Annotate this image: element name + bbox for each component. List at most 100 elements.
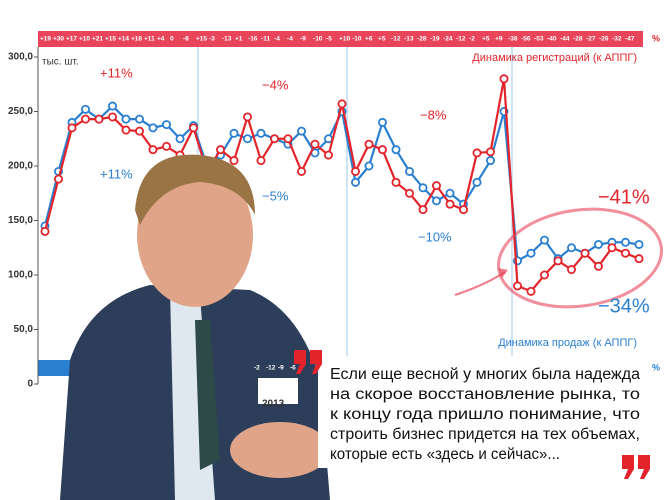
strip-label: -12 [266,365,276,372]
data-point [391,177,401,187]
quote-line: на скорое восстановление рынка, то [330,386,640,403]
quote-line: строить бизнес придется на тех объемах, [330,426,640,443]
data-point [377,117,387,127]
data-point [54,174,64,184]
strip-label: +18 [131,36,142,43]
year-box [258,378,298,404]
strip-label: +19 [40,36,51,43]
strip-label: 0 [170,36,174,43]
data-point [161,141,171,151]
data-point [458,205,468,215]
data-point [445,188,455,198]
strip-label: -40 [547,36,557,43]
strip-label: +6 [365,36,373,43]
strip-label: -28 [417,36,427,43]
plot [34,56,644,385]
year-label: 2013 [262,399,285,410]
data-point [377,145,387,155]
strip-label: -4 [287,36,293,43]
data-point [364,139,374,149]
data-point [567,265,577,275]
strip-label: -24 [443,36,453,43]
annotation: −41% [598,186,650,208]
strip-label: +15 [196,36,207,43]
data-point [148,123,158,133]
quote-box [318,356,652,468]
data-point [134,126,144,136]
data-point [485,147,495,157]
strip-label: -12 [391,36,401,43]
data-point [256,128,266,138]
data-point [418,205,428,215]
portrait-hand [230,422,330,478]
y-tick-label: 50,0 [14,324,34,335]
data-point [431,196,441,206]
annotation: −10% [418,229,452,244]
registration-strip [38,31,643,47]
quote-line: Если еще весной у многих была надежда [330,366,640,383]
y-tick-label: 150,0 [8,215,33,226]
data-point [580,248,590,258]
quote-line: к концу года пришло понимание, что [330,406,640,423]
strip-label: +10 [339,36,350,43]
quote-mark-open [294,350,322,374]
arrow-head [498,268,508,278]
data-point [594,261,604,271]
strip-label: -12 [456,36,466,43]
strip-label: -20 [605,365,615,372]
portrait-face [137,163,253,307]
data-point [134,114,144,124]
series-title: Динамика продаж (к АППГ) [498,337,637,349]
data-point [229,128,239,138]
strip-label: +11 [144,36,155,43]
quote: Если еще весной у многих была надежда на … [330,366,640,463]
data-point [472,177,482,187]
strip-label: +1 [235,36,243,43]
strip-label: -39 [633,365,643,372]
strip-unit: % [652,362,660,372]
data-point [404,166,414,176]
data-point [526,286,536,296]
strip-label: -10 [352,36,362,43]
strip-label: +4 [157,36,165,43]
data-point [607,243,617,253]
data-point [526,248,536,258]
data-point [256,156,266,166]
annotation: −34% [598,295,650,317]
data-point [296,126,306,136]
strip-label: +30 [53,36,64,43]
data-point [594,239,604,249]
strip-label: -38 [508,36,518,43]
data-point [634,254,644,264]
data-point [513,281,523,291]
data-point [418,183,428,193]
strip-label: -44 [560,36,570,43]
data-point [81,104,91,114]
strip-label: +21 [92,36,103,43]
data-point [634,239,644,249]
data-point [567,243,577,253]
strip-label: -56 [521,36,531,43]
strip-label: +17 [66,36,77,43]
data-point [404,188,414,198]
strip-label: -47 [625,36,635,43]
data-point [296,166,306,176]
strip-label: -5 [326,36,332,43]
data-point [242,134,252,144]
unit-label: тыс. шт. [42,57,79,68]
data-point [364,161,374,171]
quote-line: которые есть «здесь и сейчас»... [330,446,560,463]
y-tick-label: 300,0 [8,52,33,63]
y-tick-label: 0 [27,379,33,390]
data-point [148,145,158,155]
data-point [40,226,50,236]
data-point [108,112,118,122]
strip-label: -2 [469,36,475,43]
data-point [540,270,550,280]
data-point [553,256,563,266]
strip-unit: % [652,33,660,43]
strip-label: -19 [430,36,440,43]
annotation: −5% [262,188,289,203]
data-point [445,199,455,209]
